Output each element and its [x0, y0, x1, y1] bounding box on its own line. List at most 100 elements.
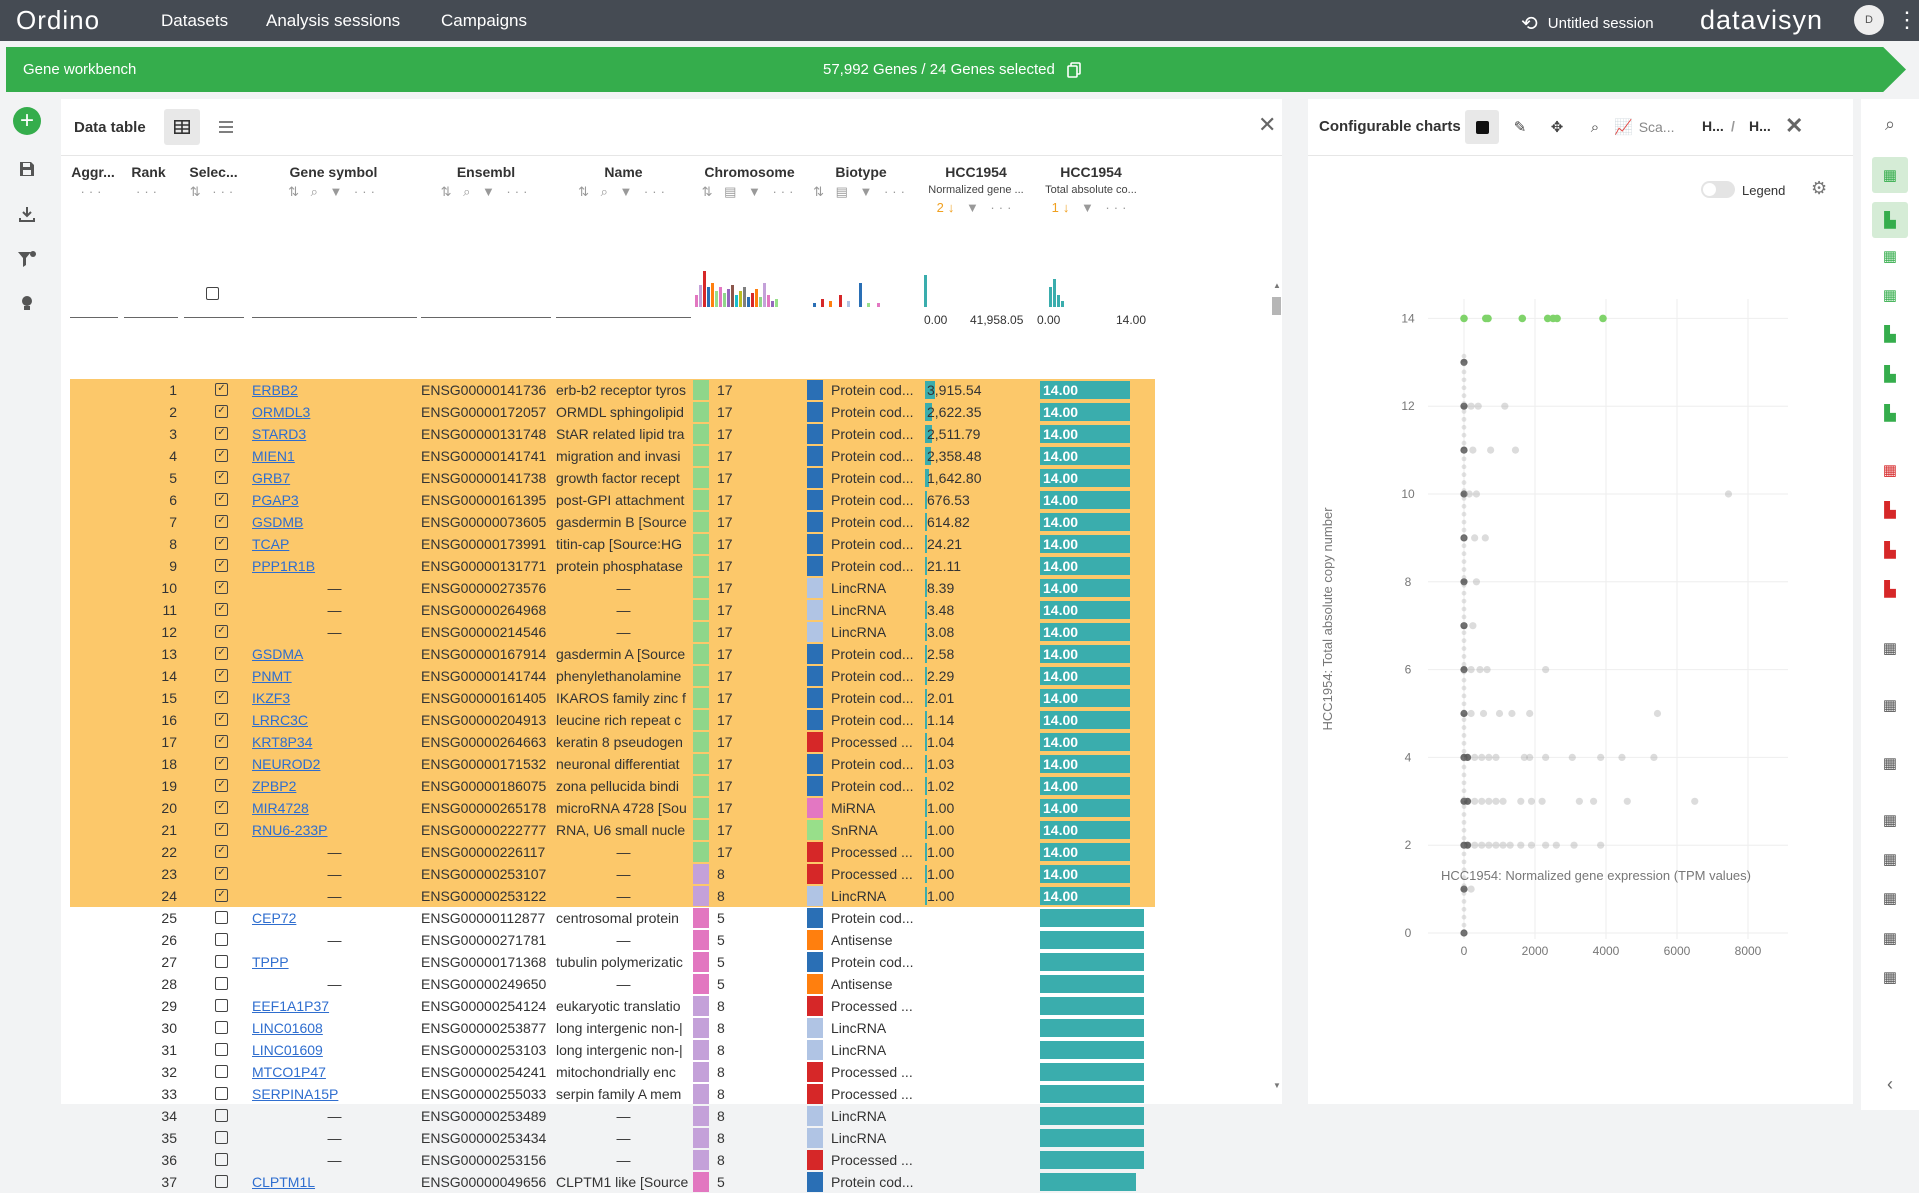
gene-symbol-cell[interactable]: TPPP	[252, 954, 289, 970]
avatar[interactable]: D	[1854, 5, 1884, 35]
col-rank[interactable]: Rank ···	[121, 164, 176, 199]
chart-view-icon[interactable]: ▙	[1884, 326, 1896, 343]
table-row[interactable]: 35 — ENSG00000253434 — 8 LincRNA	[70, 1127, 1155, 1149]
table-row[interactable]: 6 ✓ PGAP3 ENSG00000161395 post-GPI attachmen…	[70, 489, 1155, 511]
table-row[interactable]: 24 ✓ — ENSG00000253122 — 8 LincRNA 1.00 14.00	[70, 885, 1155, 907]
gene-symbol-cell[interactable]: PGAP3	[252, 492, 299, 508]
gene-symbol-cell[interactable]: MIEN1	[252, 448, 295, 464]
table-row[interactable]: 20 ✓ MIR4728 ENSG00000265178 microRNA 4728 […	[70, 797, 1155, 819]
gene-symbol-cell[interactable]: GSDMB	[252, 514, 304, 530]
table-row[interactable]: 16 ✓ LRRC3C ENSG00000204913 leucine rich rep…	[70, 709, 1155, 731]
row-checkbox[interactable]: ✓	[215, 801, 228, 814]
table-row[interactable]: 10 ✓ — ENSG00000273576 — 17 LincRNA 8.39 14.00	[70, 577, 1155, 599]
row-checkbox[interactable]	[215, 1131, 228, 1144]
row-checkbox[interactable]: ✓	[215, 515, 228, 528]
table-row[interactable]: 23 ✓ — ENSG00000253107 — 8 Processed ... 1.00 14…	[70, 863, 1155, 885]
gene-symbol-cell[interactable]: CEP72	[252, 910, 297, 926]
app-logo[interactable]: Ordino	[16, 5, 101, 35]
chart-view-icon[interactable]: ▦	[1882, 462, 1898, 479]
search-icon[interactable]: ⌕	[1884, 113, 1896, 134]
row-checkbox[interactable]	[215, 1153, 228, 1166]
nav-datasets[interactable]: Datasets	[161, 11, 229, 30]
chart-view-icon[interactable]: ▦	[1872, 157, 1908, 193]
table-view-icon[interactable]: ▦	[1882, 890, 1898, 907]
row-checkbox[interactable]	[215, 1109, 228, 1122]
row-checkbox[interactable]: ✓	[215, 845, 228, 858]
select-tool-button[interactable]	[1465, 110, 1499, 144]
gene-symbol-cell[interactable]: GRB7	[252, 470, 291, 486]
table-row[interactable]: 36 — ENSG00000253156 — 8 Processed ...	[70, 1149, 1155, 1171]
row-checkbox[interactable]: ✓	[215, 735, 228, 748]
gene-symbol-cell[interactable]: IKZF3	[252, 690, 291, 706]
nav-campaigns[interactable]: Campaigns	[441, 11, 527, 30]
table-view-icon[interactable]: ▦	[1882, 851, 1898, 868]
col-name[interactable]: Name ⇅ ⌕ ▼ ···	[556, 164, 691, 200]
chart-view-icon[interactable]: ▙	[1872, 202, 1908, 238]
gene-symbol-cell[interactable]: STARD3	[252, 426, 307, 442]
table-row[interactable]: 3 ✓ STARD3 ENSG00000131748 StAR related lipi…	[70, 423, 1155, 445]
table-row[interactable]: 15 ✓ IKZF3 ENSG00000161405 IKAROS family zin…	[70, 687, 1155, 709]
gene-symbol-cell[interactable]: KRT8P34	[252, 734, 313, 750]
gene-symbol-cell[interactable]: LINC01608	[252, 1020, 323, 1036]
col-gene-symbol[interactable]: Gene symbol ⇅ ⌕ ▼ ···	[251, 164, 416, 200]
table-row[interactable]: 1 ✓ ERBB2 ENSG00000141736 erb-b2 receptor ty…	[70, 379, 1155, 401]
table-row[interactable]: 13 ✓ GSDMA ENSG00000167914 gasdermin A [Sour…	[70, 643, 1155, 665]
table-row[interactable]: 37 CLPTM1L ENSG00000049656 CLPTM1 like [Sou…	[70, 1171, 1155, 1193]
close-icon[interactable]: ✕	[1785, 113, 1804, 138]
col-biotype[interactable]: Biotype ⇅ ▤ ▼ ···	[807, 164, 915, 200]
gene-symbol-cell[interactable]: EEF1A1P37	[252, 998, 330, 1014]
gene-symbol-cell[interactable]: ORMDL3	[252, 404, 311, 420]
table-row[interactable]: 34 — ENSG00000253489 — 8 LincRNA	[70, 1105, 1155, 1127]
table-row[interactable]: 32 MTCO1P47 ENSG00000254241 mitochondrially…	[70, 1061, 1155, 1083]
row-checkbox[interactable]: ✓	[215, 713, 228, 726]
select-all-checkbox[interactable]	[206, 287, 219, 300]
tab-scatter[interactable]: 📈 Sca...	[1614, 119, 1675, 136]
close-icon[interactable]: ✕	[1258, 112, 1277, 137]
gene-symbol-cell[interactable]: PPP1R1B	[252, 558, 316, 574]
tab-histogram-2[interactable]: H...	[1749, 118, 1771, 134]
row-checkbox[interactable]: ✓	[215, 405, 228, 418]
table-row[interactable]: 19 ✓ ZPBP2 ENSG00000186075 zona pellucida bi…	[70, 775, 1155, 797]
gene-symbol-cell[interactable]: LRRC3C	[252, 712, 309, 728]
table-row[interactable]: 8 ✓ TCAP ENSG00000173991 titin-cap [Source:H…	[70, 533, 1155, 555]
session-menu[interactable]: ⟲ Untitled session	[1521, 11, 1654, 36]
row-checkbox[interactable]	[215, 1065, 228, 1078]
download-icon[interactable]	[13, 200, 41, 228]
pan-tool-button[interactable]: ✥	[1540, 110, 1574, 144]
gene-symbol-cell[interactable]: GSDMA	[252, 646, 304, 662]
list-view-button[interactable]	[208, 109, 244, 145]
zoom-tool-button[interactable]: ⌕	[1578, 110, 1612, 144]
chart-view-icon[interactable]: ▦	[1882, 248, 1898, 265]
table-row[interactable]: 17 ✓ KRT8P34 ENSG00000264663 keratin 8 pseud…	[70, 731, 1155, 753]
table-view-icon[interactable]: ▦	[1882, 755, 1898, 772]
grid-view-button[interactable]	[163, 109, 200, 145]
chart-view-icon[interactable]: ▦	[1882, 287, 1898, 304]
gene-symbol-cell[interactable]: CLPTM1L	[252, 1174, 316, 1190]
row-checkbox[interactable]	[215, 933, 228, 946]
row-checkbox[interactable]: ✓	[215, 625, 228, 638]
row-checkbox[interactable]: ✓	[215, 449, 228, 462]
gear-icon[interactable]: ⚙	[1811, 178, 1828, 198]
chart-view-icon[interactable]: ▙	[1884, 405, 1896, 422]
legend-toggle[interactable]	[1701, 181, 1735, 198]
row-checkbox[interactable]: ✓	[215, 537, 228, 550]
chart-view-icon[interactable]: ▙	[1884, 366, 1896, 383]
table-row[interactable]: 28 — ENSG00000249650 — 5 Antisense	[70, 973, 1155, 995]
row-checkbox[interactable]: ✓	[215, 757, 228, 770]
row-checkbox[interactable]	[215, 1087, 228, 1100]
row-checkbox[interactable]	[215, 977, 228, 990]
row-checkbox[interactable]: ✓	[215, 581, 228, 594]
row-checkbox[interactable]	[215, 999, 228, 1012]
table-view-icon[interactable]: ▦	[1882, 640, 1898, 657]
table-row[interactable]: 25 CEP72 ENSG00000112877 centrosomal protei…	[70, 907, 1155, 929]
table-row[interactable]: 30 LINC01608 ENSG00000253877 long intergeni…	[70, 1017, 1155, 1039]
row-checkbox[interactable]	[215, 1021, 228, 1034]
brush-tool-button[interactable]: ✎	[1503, 110, 1537, 144]
table-row[interactable]: 18 ✓ NEUROD2 ENSG00000171532 neuronal differ…	[70, 753, 1155, 775]
row-checkbox[interactable]: ✓	[215, 823, 228, 836]
more-menu-icon[interactable]: ⋮	[1896, 7, 1918, 32]
col-chromosome[interactable]: Chromosome ⇅ ▤ ▼ ···	[693, 164, 806, 200]
table-view-icon[interactable]: ▦	[1882, 969, 1898, 986]
gene-symbol-cell[interactable]: SERPINA15P	[252, 1086, 339, 1102]
gene-symbol-cell[interactable]: NEUROD2	[252, 756, 321, 772]
